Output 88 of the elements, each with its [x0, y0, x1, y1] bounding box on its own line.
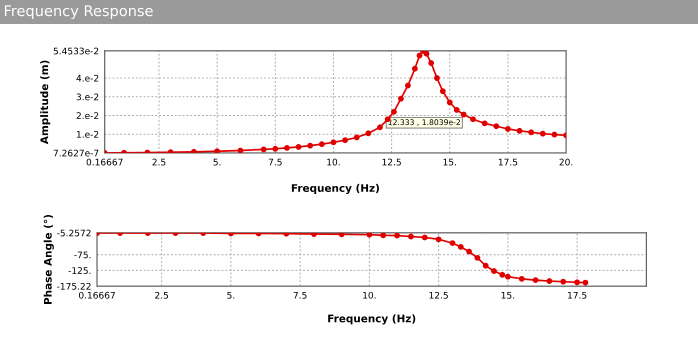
- point: [272, 146, 278, 152]
- point: [505, 126, 511, 132]
- point: [318, 141, 325, 148]
- y-tick-label: 2.e-2: [76, 112, 98, 120]
- x-tick-label: 20.: [560, 158, 572, 166]
- x-tick-label: 12.5: [430, 292, 448, 299]
- point: [412, 66, 418, 72]
- point: [436, 236, 442, 242]
- point: [454, 106, 460, 113]
- point: [516, 128, 522, 134]
- point: [458, 244, 464, 250]
- point: [440, 88, 446, 94]
- point: [237, 148, 244, 153]
- point: [284, 144, 290, 151]
- point: [528, 129, 534, 136]
- point: [296, 144, 302, 150]
- x-tick-label: 15.: [502, 292, 514, 299]
- point: [394, 232, 400, 239]
- point: [416, 52, 422, 59]
- point: [532, 277, 538, 284]
- point: [354, 134, 360, 140]
- point: [560, 278, 566, 285]
- point: [482, 262, 489, 269]
- point: [470, 116, 476, 122]
- point: [377, 124, 383, 130]
- point: [391, 108, 397, 115]
- point: [504, 274, 511, 280]
- point: [540, 130, 546, 137]
- x-tick-label: 7.5: [294, 292, 307, 299]
- y-tick-label: 7.2627e-7: [54, 150, 98, 156]
- line-series: [104, 50, 566, 153]
- point: [499, 272, 506, 278]
- point: [466, 248, 472, 255]
- point: [574, 279, 580, 286]
- point: [450, 240, 456, 246]
- point: [404, 82, 411, 88]
- x-tick-label: 17.5: [498, 158, 518, 166]
- point: [214, 148, 220, 153]
- chart-title: Frequency Response: [4, 5, 153, 20]
- y-axis-title: Phase Angle (°): [44, 214, 54, 304]
- point: [546, 278, 552, 284]
- y-tick-label: -5.2572: [57, 230, 91, 236]
- y-tick-label: -175.22: [57, 282, 91, 290]
- x-tick-label: 5.: [214, 158, 220, 166]
- x-axis-title: Frequency (Hz): [292, 184, 379, 194]
- x-tick-label: 7.5: [268, 158, 282, 166]
- point: [474, 254, 480, 261]
- point: [518, 276, 525, 282]
- point: [307, 142, 314, 149]
- y-tick-label: 1.e-2: [76, 130, 98, 138]
- x-tick-label: 2.5: [155, 292, 168, 299]
- point: [428, 60, 434, 66]
- y-axis-title: Amplitude (m): [40, 60, 50, 144]
- y-tick-label: -125.: [68, 267, 90, 274]
- x-tick-label: 0.16667: [78, 292, 115, 299]
- point: [338, 232, 345, 238]
- point: [365, 130, 372, 136]
- y-tick-label: 4.e-2: [76, 74, 98, 82]
- x-tick-label: 10.: [363, 292, 376, 299]
- x-tick-label: 2.5: [152, 158, 166, 166]
- x-tick-label: 15.: [444, 158, 456, 166]
- x-tick-label: 17.5: [568, 292, 586, 299]
- x-tick-label: 10.: [327, 158, 340, 166]
- y-tick-label: -75.: [74, 252, 90, 258]
- x-axis-title: Frequency (Hz): [328, 314, 416, 324]
- point: [493, 123, 500, 130]
- point: [366, 232, 372, 238]
- x-tick-label: 12.5: [382, 158, 401, 166]
- y-tick-label: 5.4533e-2: [54, 48, 98, 54]
- x-tick-label: 0.16667: [86, 158, 123, 166]
- point: [311, 232, 317, 237]
- point: [434, 75, 440, 81]
- y-tick-label: 3.e-2: [76, 94, 98, 100]
- point: [482, 120, 488, 126]
- point: [491, 268, 497, 274]
- point: [446, 99, 453, 106]
- point: [582, 280, 588, 286]
- x-tick-label: 5.: [227, 292, 234, 299]
- point: [260, 146, 267, 152]
- point: [330, 139, 336, 146]
- point: [422, 234, 428, 240]
- point: [380, 232, 386, 238]
- point: [342, 137, 348, 144]
- point: [552, 132, 558, 138]
- point: [408, 234, 414, 240]
- point: [398, 96, 404, 102]
- point: [424, 50, 430, 57]
- point: [460, 112, 467, 118]
